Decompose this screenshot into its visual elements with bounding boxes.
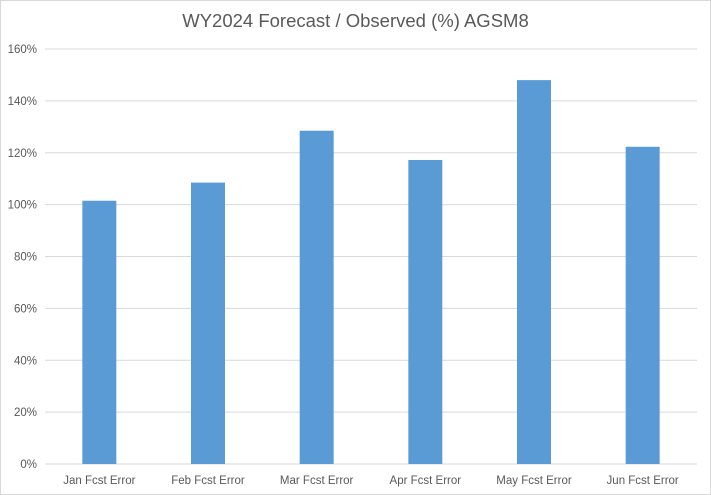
y-tick-label: 100% xyxy=(8,200,37,212)
chart-title: WY2024 Forecast / Observed (%) AGSM8 xyxy=(182,10,529,31)
y-tick-label: 120% xyxy=(8,148,37,160)
y-tick-label: 80% xyxy=(14,252,37,264)
y-tick-label: 0% xyxy=(20,459,37,471)
bar xyxy=(191,182,225,464)
y-tick-label: 140% xyxy=(8,96,37,108)
x-tick-label: Feb Fcst Error xyxy=(171,475,245,487)
y-tick-label: 20% xyxy=(14,407,37,419)
x-tick-label: Jun Fcst Error xyxy=(607,475,679,487)
bar xyxy=(299,130,334,464)
bar xyxy=(408,160,443,464)
x-tick-label: Jan Fcst Error xyxy=(63,475,135,487)
y-tick-label: 40% xyxy=(14,355,37,367)
x-tick-label: Apr Fcst Error xyxy=(390,475,462,487)
y-tick-label: 60% xyxy=(14,303,37,315)
bar xyxy=(82,200,117,464)
y-tick-label: 160% xyxy=(8,44,37,56)
bar xyxy=(625,146,660,465)
bar xyxy=(517,80,551,464)
x-tick-label: Mar Fcst Error xyxy=(280,475,354,487)
x-tick-label: May Fcst Error xyxy=(496,475,572,487)
